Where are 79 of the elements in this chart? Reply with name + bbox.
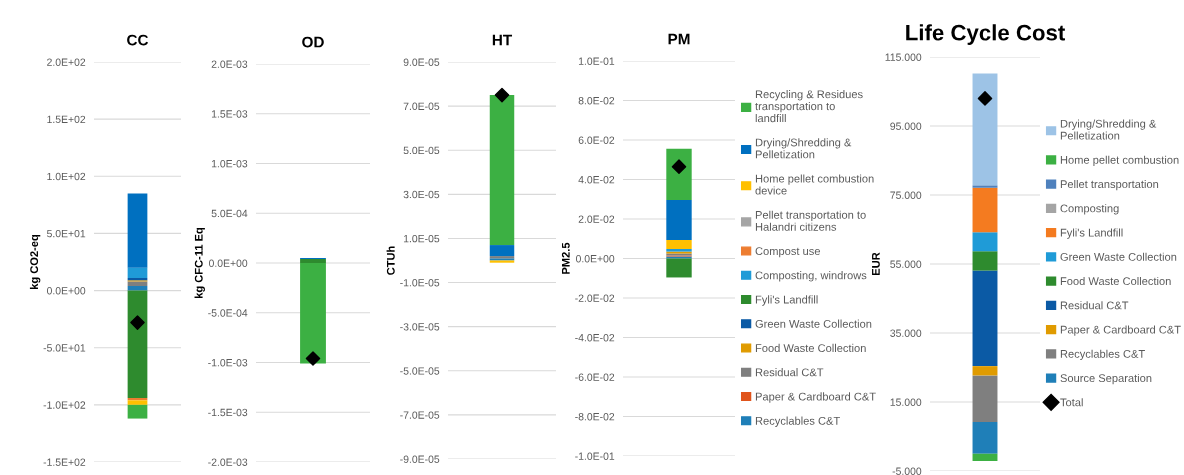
y-tick-label: 5.0E+01 [46, 229, 86, 238]
y-tick-label: 75.000 [890, 191, 922, 199]
chart-title: CC [127, 34, 149, 46]
y-tick-label: 7.0E-05 [403, 102, 440, 110]
legend-label: Paper & Cardboard C&T [755, 392, 876, 403]
y-tick-label: 5.0E-05 [403, 146, 440, 155]
y-tick-label: 0.0E+00 [575, 255, 615, 263]
y-tick-label: 8.0E-02 [578, 97, 615, 105]
y-tick-label: -1.0E-01 [575, 452, 615, 460]
y-tick-label: 1.5E-03 [211, 110, 248, 118]
y-tick-label: -1.5E+02 [43, 458, 86, 466]
y-axis-title: kg CFC-11 Eq [194, 227, 205, 299]
y-tick-label: 3.0E-05 [403, 190, 440, 199]
y-tick-label: 15.000 [890, 398, 922, 406]
legend-label: Drying/Shredding & Pelletization [1060, 119, 1157, 140]
legend-label: Drying/Shredding & Pelletization [755, 138, 852, 159]
y-axis-title: CTUh [386, 246, 395, 275]
legend-label: Paper & Cardboard C&T [1060, 325, 1181, 336]
legend-label: Residual C&T [1060, 301, 1129, 310]
legend-label: Food Waste Collection [755, 343, 866, 353]
y-tick-label: 1.0E-05 [403, 234, 440, 243]
y-tick-label: -7.0E-05 [400, 411, 440, 419]
legend-label: Compost use [755, 247, 820, 258]
y-tick-label: 95.000 [890, 122, 922, 130]
legend-label: Fyli's Landfill [755, 295, 818, 306]
legend-label: Pellet transportation [1060, 179, 1159, 191]
legend-label: Pellet transportation to Halandri citizens [755, 210, 866, 231]
legend-label: Home pellet combustion [1060, 155, 1179, 167]
legend-label: Source Separation [1060, 373, 1152, 385]
y-tick-label: 35.000 [890, 329, 922, 337]
legend-label: Recycling & Residues transportation to landfill [755, 90, 863, 123]
y-tick-label: -4.0E-02 [575, 334, 615, 342]
y-tick-label: 1.0E+02 [47, 172, 86, 181]
y-axis-title: PM2.5 [561, 242, 570, 274]
y-tick-label: -9.0E-05 [400, 455, 440, 463]
y-tick-label: 5.0E-04 [211, 209, 248, 218]
legend-label: Recyclables C&T [1060, 349, 1145, 361]
legend-label: Food Waste Collection [1060, 276, 1171, 286]
legend-label: Home pellet combustion device [755, 174, 874, 195]
y-tick-label: 1.0E-01 [578, 57, 615, 65]
legend-label: Green Waste Collection [1060, 252, 1177, 261]
y-tick-label: 0.0E+00 [208, 259, 248, 267]
chart-title: PM [668, 33, 690, 45]
y-tick-label: -1.0E-03 [208, 359, 248, 367]
y-tick-label: -2.0E-02 [575, 294, 615, 302]
legend-label: Fyli's Landfill [1060, 228, 1123, 239]
y-tick-label: -5.0E+01 [43, 344, 86, 352]
legend-label: Residual C&T [755, 368, 824, 377]
y-tick-label: 55.000 [890, 260, 922, 268]
legend-label: Composting, windrows [755, 271, 867, 282]
chart-title: HT [492, 34, 513, 46]
legend-label: Green Waste Collection [755, 319, 872, 328]
y-tick-label: -6.0E-02 [575, 373, 615, 381]
y-tick-label: 2.0E-03 [211, 60, 248, 68]
y-tick-label: -8.0E-02 [575, 413, 615, 421]
y-tick-label: 2.0E+02 [47, 58, 86, 66]
y-tick-label: -5.0E-04 [208, 309, 248, 317]
y-tick-label: -1.0E+02 [43, 401, 86, 409]
y-tick-label: 9.0E-05 [403, 58, 440, 66]
y-axis-title: kg CO2-eq [29, 234, 41, 290]
y-tick-label: -2.0E-03 [208, 458, 248, 466]
y-tick-label: 1.5E+02 [47, 115, 86, 124]
y-axis-title: EUR [872, 252, 880, 275]
y-tick-label: -5.0E-05 [400, 367, 440, 375]
y-tick-label: -1.0E-05 [400, 279, 440, 287]
chart-title: Life Cycle Cost [906, 24, 1065, 45]
y-tick-label: 4.0E-02 [578, 176, 615, 184]
legend-label: Total [1060, 398, 1083, 407]
legend-label: Composting [1060, 204, 1119, 215]
y-tick-label: -5.000 [892, 467, 922, 475]
y-tick-label: 0.0E+00 [46, 287, 86, 295]
y-tick-label: 6.0E-02 [578, 136, 615, 144]
y-tick-label: 2.0E-02 [578, 215, 615, 223]
chart-title: OD [302, 36, 324, 48]
y-tick-label: -3.0E-05 [400, 323, 440, 331]
legend-label: Recyclables C&T [755, 416, 840, 427]
y-tick-label: 1.0E-03 [211, 160, 248, 168]
y-tick-label: -1.5E-03 [208, 408, 248, 417]
y-tick-label: 115.000 [885, 53, 922, 61]
